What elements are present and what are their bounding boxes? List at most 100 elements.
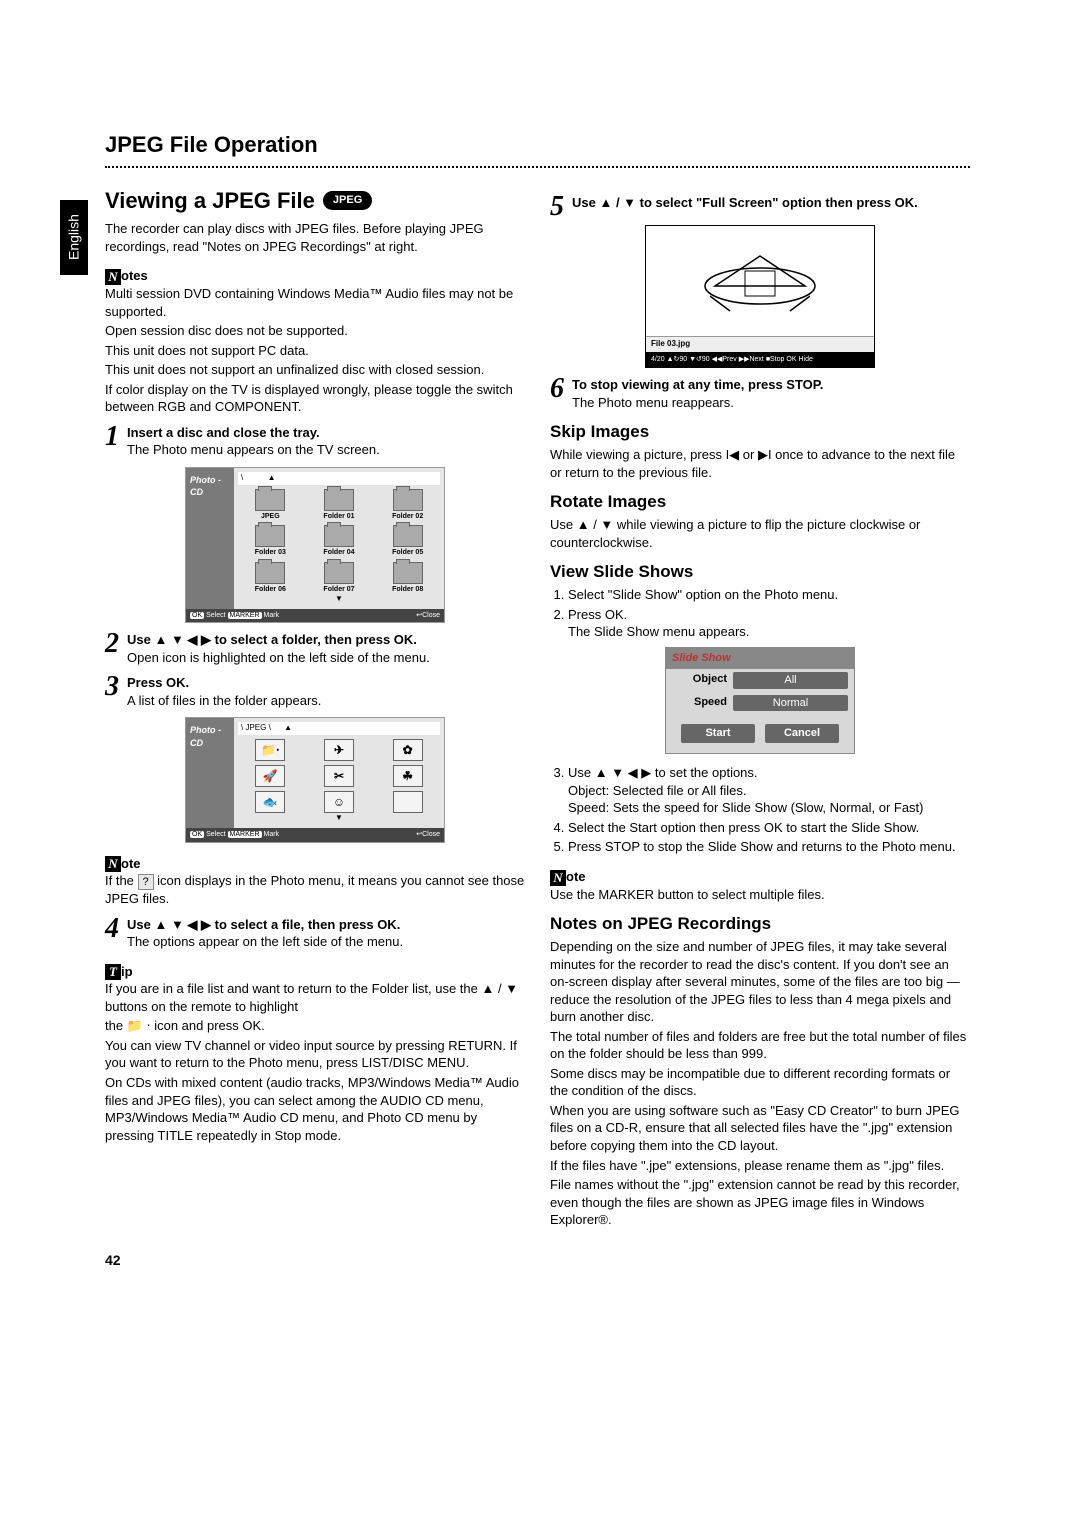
file-cell: ✿: [375, 739, 440, 761]
step-number: 5: [550, 194, 572, 219]
note-item: Multi session DVD containing Windows Med…: [105, 285, 525, 320]
step-3: 3 Press OK. A list of files in the folde…: [105, 674, 525, 709]
folder-cell: Folder 05: [375, 525, 440, 557]
step-lead: Use ▲ ▼ ◀ ▶ to select a folder, then pre…: [127, 632, 417, 647]
slide-start-btn: Start: [681, 724, 755, 743]
note-item: Open session disc does not be supported.: [105, 322, 525, 340]
file-cell: ✂: [307, 765, 372, 787]
section-title: Viewing a JPEG File JPEG: [105, 186, 525, 216]
step-5: 5 Use ▲ / ▼ to select "Full Screen" opti…: [550, 194, 970, 219]
tip-block: Tip If you are in a file list and want t…: [105, 963, 525, 1144]
note-label: ote: [121, 856, 141, 871]
file-cell: ☺: [307, 791, 372, 813]
tip-icon: T: [105, 964, 121, 980]
file-cell: ✈: [307, 739, 372, 761]
jpeg-note-para: The total number of files and folders ar…: [550, 1028, 970, 1063]
divider: [105, 166, 970, 168]
step-1: 1 Insert a disc and close the tray. The …: [105, 424, 525, 459]
slide-val-speed: Normal: [733, 695, 848, 712]
folder-cell: Folder 01: [307, 489, 372, 521]
folder-cell: Folder 04: [307, 525, 372, 557]
language-tab: English: [60, 200, 88, 275]
photo-menu-mock-files: Photo -CD \ JPEG \ ▲ 📁⋅ ✈ ✿ 🚀 ✂ ☘ 🐟 ☺: [185, 717, 445, 842]
step-lead: Press OK.: [127, 675, 189, 690]
note-icon: N: [105, 856, 121, 872]
note-block-2: Note If the ? icon displays in the Photo…: [105, 855, 525, 908]
step-6: 6 To stop viewing at any time, press STO…: [550, 376, 970, 411]
step-number: 3: [105, 674, 127, 709]
slide-step: Select "Slide Show" option on the Photo …: [568, 586, 970, 604]
tip-text: You can view TV channel or video input s…: [105, 1037, 525, 1072]
step-body: The Photo menu appears on the TV screen.: [127, 442, 380, 457]
step-body: The options appear on the left side of t…: [127, 934, 403, 949]
step-4: 4 Use ▲ ▼ ◀ ▶ to select a file, then pre…: [105, 916, 525, 951]
screen-caption: File 03.jpg: [646, 336, 874, 352]
slide-row-object: Object All: [666, 669, 854, 692]
step-body: The Photo menu reappears.: [572, 395, 734, 410]
shuttle-image: [646, 226, 874, 336]
jpeg-note-para: When you are using software such as "Eas…: [550, 1102, 970, 1155]
folder-cell: Folder 03: [238, 525, 303, 557]
note-text: If the ? icon displays in the Photo menu…: [105, 872, 525, 908]
mock-footer: OKSelect MARKERMark ↩Close: [186, 828, 444, 841]
right-column: 5 Use ▲ / ▼ to select "Full Screen" opti…: [550, 186, 970, 1231]
slide-steps-a: Select "Slide Show" option on the Photo …: [550, 586, 970, 641]
section-title-text: Viewing a JPEG File: [105, 186, 315, 216]
note-icon: N: [105, 269, 121, 285]
folder-cell: Folder 02: [375, 489, 440, 521]
question-icon: ?: [138, 874, 154, 890]
skip-body: While viewing a picture, press I◀ or ▶I …: [550, 446, 970, 481]
tip-text: On CDs with mixed content (audio tracks,…: [105, 1074, 525, 1144]
slide-mock-title: Slide Show: [666, 648, 854, 669]
mock-path: \ JPEG \ ▲: [238, 722, 440, 735]
mock-path: \ ▲: [238, 472, 440, 485]
note-text: Use the MARKER button to select multiple…: [550, 886, 970, 904]
step-2: 2 Use ▲ ▼ ◀ ▶ to select a folder, then p…: [105, 631, 525, 666]
note-icon: N: [550, 870, 566, 886]
folder-cell: Folder 06: [238, 562, 303, 594]
rotate-body: Use ▲ / ▼ while viewing a picture to fli…: [550, 516, 970, 551]
full-screen-mock: File 03.jpg 4/20 ▲↻90 ▼↺90 ◀◀Prev ▶▶Next…: [645, 225, 875, 368]
step-lead: Use ▲ / ▼ to select "Full Screen" option…: [572, 195, 918, 210]
step-number: 6: [550, 376, 572, 411]
photo-menu-mock-folders: Photo -CD \ ▲ JPEG Folder 01 Folder 02 F…: [185, 467, 445, 623]
jpeg-note-para: Some discs may be incompatible due to di…: [550, 1065, 970, 1100]
note-item: This unit does not support an unfinalize…: [105, 361, 525, 379]
tip-text: If you are in a file list and want to re…: [105, 980, 525, 1015]
step-lead: Use ▲ ▼ ◀ ▶ to select a file, then press…: [127, 917, 400, 932]
rotate-title: Rotate Images: [550, 491, 970, 514]
slide-steps-b: Use ▲ ▼ ◀ ▶ to set the options. Object: …: [550, 764, 970, 856]
step-number: 4: [105, 916, 127, 951]
intro-text: The recorder can play discs with JPEG fi…: [105, 220, 525, 255]
slide-show-mock: Slide Show Object All Speed Normal Start…: [665, 647, 855, 754]
folder-cell: JPEG: [238, 489, 303, 521]
slide-row-speed: Speed Normal: [666, 692, 854, 715]
file-cell: 📁⋅: [238, 739, 303, 761]
step-body: Open icon is highlighted on the left sid…: [127, 650, 430, 665]
step-number: 1: [105, 424, 127, 459]
note-label: ote: [566, 869, 586, 884]
jpeg-notes-title: Notes on JPEG Recordings: [550, 913, 970, 936]
slide-step: Press STOP to stop the Slide Show and re…: [568, 838, 970, 856]
step-body: A list of files in the folder appears.: [127, 693, 321, 708]
step-lead: To stop viewing at any time, press STOP.: [572, 377, 823, 392]
file-cell: ☘: [375, 765, 440, 787]
slide-note: Note Use the MARKER button to select mul…: [550, 868, 970, 903]
jpeg-note-para: File names without the ".jpg" extension …: [550, 1176, 970, 1229]
screen-info-bar: 4/20 ▲↻90 ▼↺90 ◀◀Prev ▶▶Next ■Stop OK Hi…: [646, 352, 874, 367]
jpeg-note-para: Depending on the size and number of JPEG…: [550, 938, 970, 1026]
file-cell: 🐟: [238, 791, 303, 813]
file-cell: 🚀: [238, 765, 303, 787]
step-lead: Insert a disc and close the tray.: [127, 425, 320, 440]
note-item: This unit does not support PC data.: [105, 342, 525, 360]
slide-title: View Slide Shows: [550, 561, 970, 584]
mock-side-label: Photo -CD: [186, 468, 234, 609]
mock-side-label: Photo -CD: [186, 718, 234, 828]
note-item: If color display on the TV is displayed …: [105, 381, 525, 416]
left-column: Viewing a JPEG File JPEG The recorder ca…: [105, 186, 525, 1231]
folder-cell: Folder 07: [307, 562, 372, 594]
slide-step: Use ▲ ▼ ◀ ▶ to set the options. Object: …: [568, 764, 970, 817]
jpeg-badge: JPEG: [323, 191, 372, 210]
folder-cell: Folder 08: [375, 562, 440, 594]
notes-label: otes: [121, 268, 148, 283]
